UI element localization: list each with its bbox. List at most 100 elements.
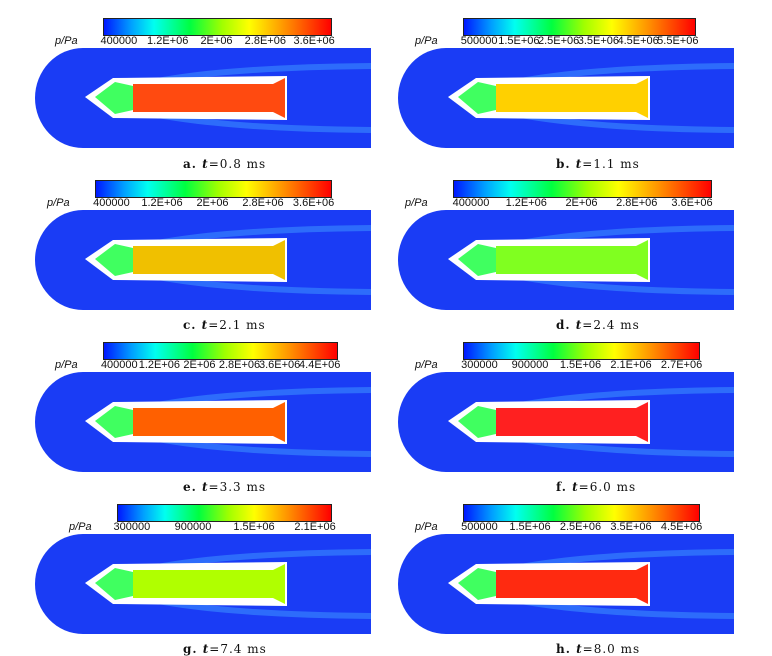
cavity <box>133 402 285 442</box>
panel-label: b. <box>556 157 576 171</box>
colorbar-tick-label: 2.5E+06 <box>559 521 602 533</box>
colorbar-tick-label: 4.5E+06 <box>660 521 703 533</box>
colorbar-tick-label: 3.5E+06 <box>610 521 652 533</box>
time-value: =6.0 ms <box>578 480 637 494</box>
colorbar-tick-label: 3.6E+06 <box>293 35 335 47</box>
panel-caption: g. t=7.4 ms <box>183 642 267 656</box>
panel-label: d. <box>556 318 576 332</box>
panel-caption: d. t=2.4 ms <box>556 318 640 332</box>
cavity <box>496 240 648 280</box>
colorbar-tick-label: 1.5E+06 <box>559 359 602 371</box>
colorbar-tick-label: 1.5E+06 <box>509 521 551 533</box>
colorbar-tick-label: 3.5E+06 <box>577 35 620 47</box>
colorbar-tick-label: 3.6E+06 <box>258 359 301 371</box>
colorbar-tick-label: 400000 <box>100 35 138 47</box>
cavity <box>133 240 285 280</box>
colorbar-tick-label: 3.6E+06 <box>671 197 713 209</box>
panel-label: g. <box>183 642 203 656</box>
colorbar-tick-label: 900000 <box>174 521 212 533</box>
colorbar-tick-label: 500000 <box>460 35 498 47</box>
panel-a: p/Pa 400000 1.2E+06 2E+06 2.8E+06 3.6E+06 a. t… <box>35 8 407 171</box>
colorbar-tick-label: 400000 <box>93 197 130 209</box>
colorbar-tick-label: 5.5E+06 <box>657 35 699 47</box>
time-value: =1.1 ms <box>582 157 640 171</box>
pressure-contour <box>35 534 371 634</box>
colorbar <box>103 342 338 360</box>
colorbar-tick-label: 2.8E+06 <box>616 197 658 209</box>
panel-label: e. <box>183 480 202 494</box>
front-gas <box>458 406 496 438</box>
colorbar-tick-label: 2E+06 <box>183 359 216 371</box>
colorbar-unit: p/Pa <box>415 35 438 47</box>
front-gas <box>95 244 133 276</box>
colorbar-tick-label: 300000 <box>113 521 151 533</box>
panel-g: p/Pa 300000 900000 1.5E+06 2.1E+06 g. t=7.4 m… <box>35 494 407 656</box>
time-value: =8.0 ms <box>582 642 641 656</box>
time-symbol: t <box>202 642 210 656</box>
time-symbol: t <box>202 157 209 171</box>
time-symbol: t <box>576 642 583 656</box>
colorbar-tick-label: 1.2E+06 <box>138 359 181 371</box>
pressure-contour <box>398 48 734 148</box>
time-symbol: t <box>202 480 209 494</box>
colorbar-tick-label: 2.5E+06 <box>537 35 580 47</box>
pressure-contour <box>398 372 734 472</box>
colorbar-tick-label: 2.1E+06 <box>610 359 652 371</box>
pressure-contour <box>35 48 371 148</box>
colorbar-tick-label: 4.4E+06 <box>299 359 341 371</box>
colorbar-unit: p/Pa <box>405 197 428 209</box>
colorbar <box>463 342 700 360</box>
cavity <box>496 402 648 442</box>
colorbar <box>95 180 332 198</box>
colorbar-tick-label: 1.2E+06 <box>505 197 547 209</box>
colorbar-tick-label: 2E+06 <box>565 197 598 209</box>
colorbar-unit: p/Pa <box>55 359 78 371</box>
colorbar-tick-label: 300000 <box>461 359 498 371</box>
time-value: =7.4 ms <box>209 642 267 656</box>
panel-f: p/Pa 300000 900000 1.5E+06 2.1E+06 2.7E+06 f. … <box>398 332 770 494</box>
front-gas <box>458 82 496 114</box>
colorbar-tick-label: 1.5E+06 <box>498 35 540 47</box>
colorbar-unit: p/Pa <box>47 197 70 209</box>
panel-h: p/Pa 500000 1.5E+06 2.5E+06 3.5E+06 4.5E+06 h.… <box>398 494 770 656</box>
colorbar <box>453 180 712 198</box>
panel-caption: h. t=8.0 ms <box>556 642 640 656</box>
cavity <box>133 78 285 118</box>
pressure-contour <box>398 534 734 634</box>
front-gas <box>95 406 133 438</box>
panel-d: p/Pa 400000 1.2E+06 2E+06 2.8E+06 3.6E+06 d. t… <box>398 170 770 332</box>
colorbar-tick-label: 900000 <box>511 359 549 371</box>
panel-caption: b. t=1.1 ms <box>556 157 640 171</box>
colorbar <box>103 18 332 36</box>
time-value: =2.1 ms <box>208 318 266 332</box>
colorbar-tick-label: 2.7E+06 <box>660 359 703 371</box>
panel-b: p/Pa 500000 1.5E+06 2.5E+06 3.5E+06 4.5E+06 5.… <box>398 8 770 171</box>
colorbar-tick-label: 2E+06 <box>196 197 229 209</box>
panel-label: h. <box>556 642 577 656</box>
cavity <box>496 78 648 118</box>
colorbar-tick-label: 2.1E+06 <box>294 521 336 533</box>
panel-caption: e. t=3.3 ms <box>183 480 266 494</box>
colorbar-tick-label: 2.8E+06 <box>242 197 284 209</box>
time-value: =0.8 ms <box>208 157 267 171</box>
colorbar <box>463 504 700 522</box>
colorbar-unit: p/Pa <box>69 521 92 533</box>
colorbar-tick-label: 4.5E+06 <box>617 35 659 47</box>
colorbar-tick-label: 1.2E+06 <box>147 35 189 47</box>
colorbar <box>117 504 332 522</box>
colorbar-tick-label: 1.5E+06 <box>233 521 275 533</box>
colorbar-unit: p/Pa <box>55 35 78 47</box>
cavity <box>496 564 648 604</box>
time-value: =3.3 ms <box>208 480 267 494</box>
time-symbol: t <box>575 318 583 332</box>
cavity <box>133 564 285 604</box>
time-symbol: t <box>201 318 209 332</box>
panel-caption: a. t=0.8 ms <box>183 157 266 171</box>
colorbar <box>463 18 696 36</box>
panel-label: a. <box>183 157 203 171</box>
colorbar-tick-label: 2E+06 <box>200 35 233 47</box>
panel-caption: c. t=2.1 ms <box>183 318 266 332</box>
colorbar-tick-label: 500000 <box>461 521 498 533</box>
front-gas <box>95 568 133 600</box>
front-gas <box>95 82 133 114</box>
